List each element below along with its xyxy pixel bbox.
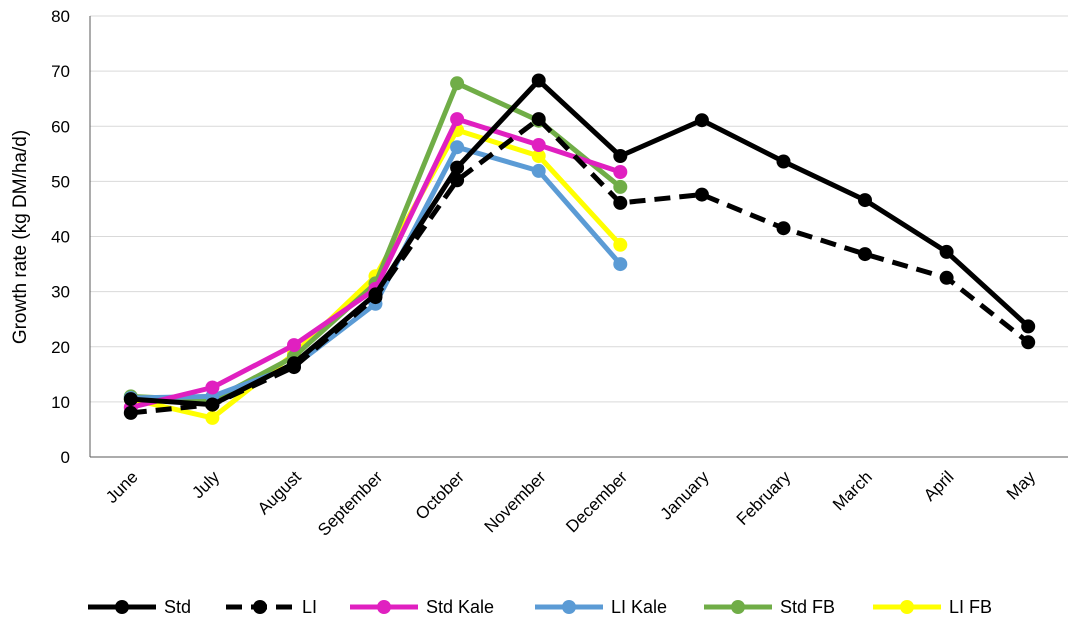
x-tick-label: May: [1003, 467, 1039, 503]
data-point: [939, 244, 954, 259]
y-tick-label: 30: [51, 283, 70, 302]
data-point: [531, 163, 546, 178]
y-tick-label: 0: [61, 448, 70, 467]
x-tick-label: October: [412, 467, 468, 523]
data-point: [939, 270, 954, 285]
x-tick-label: March: [829, 467, 876, 514]
x-tick-label: September: [314, 467, 386, 539]
legend-label: LI FB: [949, 597, 992, 617]
series-li-fb: [123, 123, 628, 425]
data-point: [613, 195, 628, 210]
data-point: [450, 160, 465, 175]
data-point: [123, 392, 138, 407]
legend-item-li-kale: LI Kale: [535, 597, 667, 617]
data-point: [776, 221, 791, 236]
legend-swatch-marker: [562, 600, 576, 614]
y-tick-label: 10: [51, 393, 70, 412]
data-point: [694, 113, 709, 128]
data-point: [858, 247, 872, 262]
data-point: [613, 165, 628, 179]
y-tick-label: 50: [51, 172, 70, 191]
legend-swatch-marker: [731, 600, 745, 614]
data-point: [205, 410, 220, 425]
y-tick-label: 70: [51, 62, 70, 81]
legend-item-std-fb: Std FB: [704, 597, 835, 617]
data-point: [1021, 319, 1036, 334]
legend-item-li-fb: LI FB: [873, 597, 992, 617]
data-point: [613, 149, 628, 163]
data-point: [450, 112, 465, 127]
series-std-kale: [123, 112, 628, 415]
data-point: [531, 138, 546, 152]
data-point: [287, 338, 301, 353]
x-tick-label: November: [481, 467, 550, 536]
legend-item-std: Std: [88, 597, 191, 617]
axes: [89, 16, 1068, 458]
y-tick-label: 60: [51, 117, 70, 136]
series-line: [130, 116, 1030, 416]
y-axis-title: Growth rate (kg DM/ha/d): [10, 130, 31, 344]
x-tick-labels: June July August September October November De…: [102, 467, 1039, 540]
legend-item-std-kale: Std Kale: [350, 597, 494, 617]
series: [123, 73, 1036, 425]
data-point: [205, 397, 220, 412]
gridlines: [90, 15, 1068, 403]
x-tick-label: February: [733, 467, 795, 529]
y-tick-label: 20: [51, 338, 70, 357]
legend-label: Std FB: [780, 597, 835, 617]
x-tick-label: January: [656, 467, 713, 524]
data-point: [613, 179, 628, 194]
data-point: [531, 112, 546, 127]
legend-label: Std Kale: [426, 597, 494, 617]
data-point: [287, 356, 301, 371]
data-point: [613, 257, 628, 272]
legend-swatch-marker: [900, 600, 914, 614]
data-point: [205, 380, 220, 395]
data-point: [531, 149, 546, 163]
y-tick-label: 80: [51, 7, 70, 26]
x-tick-label: December: [562, 467, 631, 536]
x-tick-label: June: [102, 467, 142, 507]
data-point: [613, 237, 628, 252]
x-tick-label: April: [920, 467, 957, 504]
data-point: [531, 73, 546, 88]
legend-label: Std: [164, 597, 191, 617]
series-line: [130, 78, 1030, 408]
legend-label: LI Kale: [611, 597, 667, 617]
data-point: [1021, 335, 1036, 350]
legend-label: LI: [302, 597, 317, 617]
data-point: [123, 405, 138, 420]
data-point: [694, 187, 709, 202]
data-point: [776, 154, 791, 169]
legend-item-li: LI: [226, 597, 317, 617]
x-tick-label: August: [254, 467, 305, 518]
legend-swatch-marker: [115, 600, 129, 614]
data-point: [858, 193, 872, 208]
data-point: [450, 76, 465, 91]
series-std: [123, 73, 1036, 412]
data-point: [368, 287, 383, 302]
x-tick-label: July: [188, 467, 223, 502]
y-tick-labels: 0 10 20 30 40 50 60 70 80: [51, 7, 70, 467]
data-point: [450, 140, 465, 155]
legend: Std LI Std Kale LI Kale Std FB LI FB: [88, 597, 992, 617]
legend-swatch-marker: [377, 600, 391, 614]
legend-swatch-marker: [253, 600, 267, 614]
y-tick-label: 40: [51, 228, 70, 247]
